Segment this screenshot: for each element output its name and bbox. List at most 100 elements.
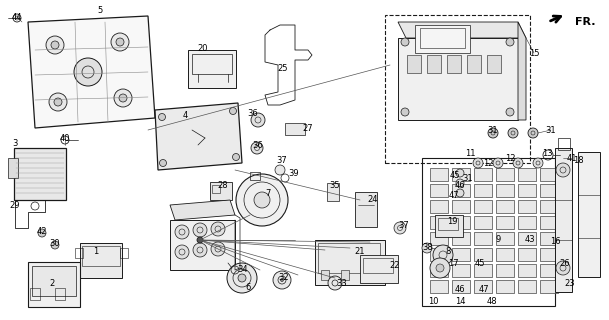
Bar: [212, 185, 220, 193]
Circle shape: [254, 192, 270, 208]
Bar: [363, 258, 393, 273]
Text: 8: 8: [445, 247, 451, 257]
Bar: [540, 200, 558, 213]
Text: 27: 27: [303, 124, 313, 132]
Text: 1: 1: [93, 247, 99, 257]
Bar: [120, 248, 128, 258]
Bar: [28, 262, 80, 307]
Bar: [496, 264, 514, 277]
Text: 44: 44: [12, 12, 23, 21]
Circle shape: [119, 94, 127, 102]
Circle shape: [46, 36, 64, 54]
Bar: [435, 215, 463, 237]
Text: 46: 46: [455, 180, 465, 189]
Bar: [540, 216, 558, 229]
Bar: [518, 168, 536, 181]
Text: 9: 9: [495, 236, 501, 244]
Text: 42: 42: [37, 228, 48, 236]
Bar: [474, 200, 492, 213]
Text: 21: 21: [355, 247, 365, 257]
Bar: [518, 232, 536, 245]
Bar: [327, 183, 339, 201]
Bar: [420, 28, 465, 48]
Polygon shape: [155, 103, 242, 170]
Text: 43: 43: [525, 236, 535, 244]
Bar: [188, 50, 236, 88]
Bar: [474, 248, 492, 261]
Text: 28: 28: [217, 180, 228, 189]
Bar: [487, 55, 501, 73]
Bar: [447, 55, 461, 73]
Circle shape: [193, 243, 207, 257]
Text: 20: 20: [198, 44, 208, 52]
Bar: [474, 264, 492, 277]
Text: 25: 25: [278, 63, 288, 73]
Text: 14: 14: [455, 298, 465, 307]
Bar: [518, 184, 536, 197]
Text: 30: 30: [50, 239, 60, 249]
Bar: [540, 184, 558, 197]
Bar: [415, 25, 470, 53]
Bar: [361, 270, 369, 280]
Text: 38: 38: [423, 244, 434, 252]
Bar: [540, 232, 558, 245]
Circle shape: [436, 264, 444, 272]
Circle shape: [508, 128, 518, 138]
Circle shape: [51, 41, 59, 49]
Bar: [407, 55, 421, 73]
Circle shape: [251, 142, 263, 154]
Text: 47: 47: [449, 190, 459, 199]
Bar: [430, 200, 448, 213]
Bar: [341, 270, 349, 280]
Bar: [578, 152, 600, 277]
Text: 47: 47: [479, 285, 489, 294]
Text: 12: 12: [483, 158, 493, 167]
Bar: [540, 280, 558, 293]
Bar: [452, 264, 470, 277]
Text: 32: 32: [279, 274, 289, 283]
Text: 12: 12: [505, 154, 515, 163]
Text: 29: 29: [10, 201, 20, 210]
Bar: [496, 168, 514, 181]
Text: 6: 6: [245, 284, 251, 292]
Bar: [518, 216, 536, 229]
Circle shape: [193, 223, 207, 237]
Circle shape: [111, 33, 129, 51]
Bar: [398, 38, 518, 120]
Text: 46: 46: [455, 285, 465, 294]
Bar: [30, 288, 40, 300]
Text: 40: 40: [60, 133, 70, 142]
Text: FR.: FR.: [575, 17, 596, 27]
Bar: [192, 54, 232, 74]
Text: 16: 16: [550, 237, 560, 246]
Text: 41: 41: [567, 154, 577, 163]
Bar: [496, 280, 514, 293]
Circle shape: [506, 38, 514, 46]
Bar: [430, 232, 448, 245]
Text: 10: 10: [428, 298, 438, 307]
Text: 37: 37: [276, 156, 287, 164]
Circle shape: [74, 58, 102, 86]
Bar: [430, 216, 448, 229]
Bar: [430, 248, 448, 261]
Text: 11: 11: [465, 148, 475, 157]
Text: 18: 18: [572, 156, 583, 164]
Text: 24: 24: [368, 196, 378, 204]
Bar: [558, 138, 570, 150]
Polygon shape: [170, 200, 235, 220]
Circle shape: [473, 158, 483, 168]
Circle shape: [533, 158, 543, 168]
Bar: [496, 184, 514, 197]
Bar: [452, 232, 470, 245]
Text: 23: 23: [565, 278, 576, 287]
Circle shape: [230, 108, 236, 115]
Bar: [540, 168, 558, 181]
Circle shape: [394, 222, 406, 234]
Bar: [315, 240, 385, 285]
Text: 31: 31: [488, 125, 498, 134]
Circle shape: [528, 128, 538, 138]
Bar: [496, 200, 514, 213]
Circle shape: [506, 108, 514, 116]
Circle shape: [456, 179, 464, 187]
Bar: [474, 216, 492, 229]
